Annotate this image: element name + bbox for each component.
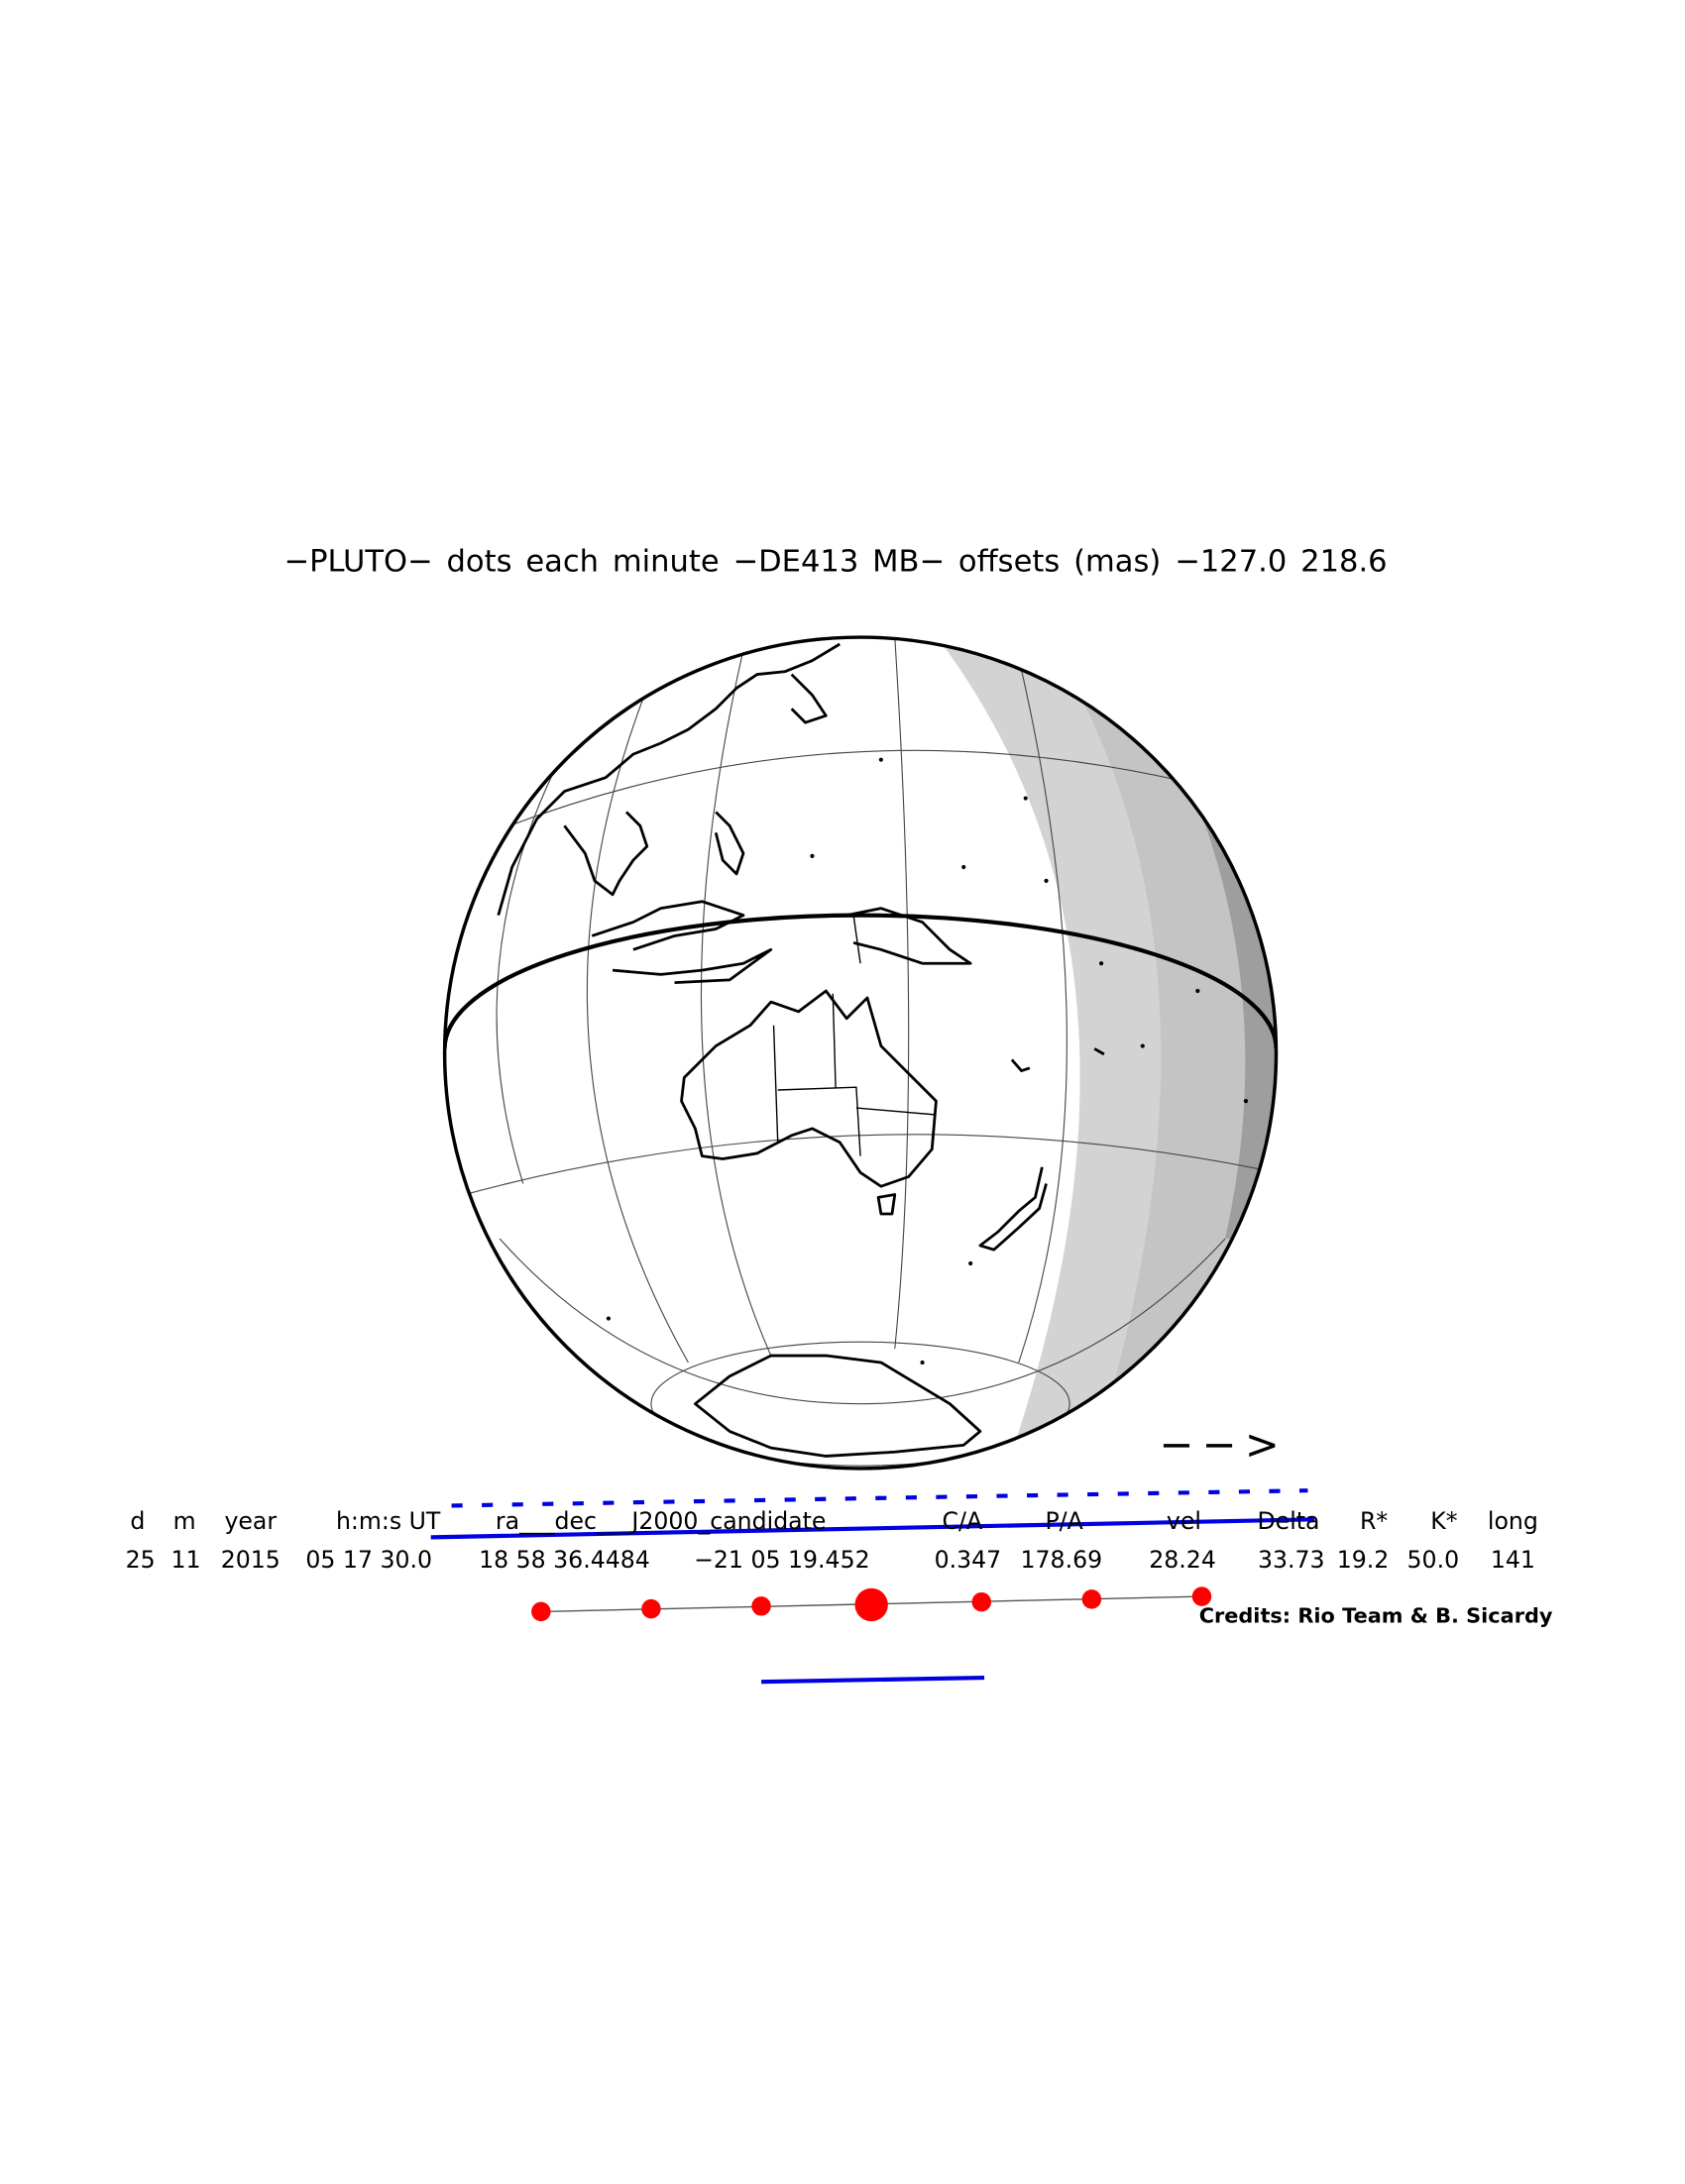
header-cell: ra___dec___J2000_candidate <box>496 1507 827 1535</box>
header-cell: K* <box>1430 1507 1457 1535</box>
limit-dashed <box>451 1488 1308 1508</box>
scale-line <box>761 1675 985 1685</box>
night-region-deep <box>1046 637 1277 1469</box>
shadow-path <box>444 913 1277 1049</box>
islands <box>606 757 1249 1365</box>
header-cell: vel <box>1167 1507 1201 1535</box>
borders <box>772 915 937 1156</box>
header-cell: R* <box>1360 1507 1388 1535</box>
header-cell: P/A <box>1045 1507 1082 1535</box>
globe <box>442 635 1279 1471</box>
prediction-table: d m year h:m:s UT ra___dec___J2000_candidate… <box>126 1507 1538 1574</box>
value-cell: 11 <box>170 1546 200 1574</box>
value-cell: 19.2 <box>1337 1546 1390 1574</box>
value-cell: 33.73 <box>1258 1546 1325 1574</box>
direction-arrow: −−> <box>1159 1420 1288 1469</box>
limit-solid <box>430 1517 1315 1540</box>
map-title: −PLUTO− dots each minute −DE413 MB− offs… <box>283 544 1387 579</box>
header-cell: year <box>224 1507 277 1535</box>
value-cell: 25 <box>126 1546 156 1574</box>
header-cell: h:m:s UT <box>336 1507 441 1535</box>
value-cell: 05 17 30.0 <box>305 1546 432 1574</box>
graticule <box>454 637 1265 1467</box>
value-cell: 18 58 36.4484 <box>479 1546 650 1574</box>
value-cell: 0.347 <box>935 1546 1002 1574</box>
header-cell: m <box>173 1507 196 1535</box>
value-cell: 28.24 <box>1149 1546 1216 1574</box>
value-cell: 50.0 <box>1407 1546 1460 1574</box>
coastlines <box>497 642 1105 1458</box>
header-cell: Delta <box>1258 1507 1320 1535</box>
header-cell: C/A <box>943 1507 983 1535</box>
value-cell: 2015 <box>221 1546 281 1574</box>
time-dots <box>531 1586 1212 1622</box>
night-limb <box>1183 770 1277 1239</box>
header-cell: long <box>1488 1507 1538 1535</box>
value-cell: 178.69 <box>1021 1546 1103 1574</box>
value-cell: −21 05 19.452 <box>694 1546 870 1574</box>
value-cell: 141 <box>1491 1546 1535 1574</box>
credits: Credits: Rio Team & B. Sicardy <box>1199 1603 1553 1627</box>
globe-outline <box>442 635 1279 1471</box>
header-cell: d <box>130 1507 145 1535</box>
